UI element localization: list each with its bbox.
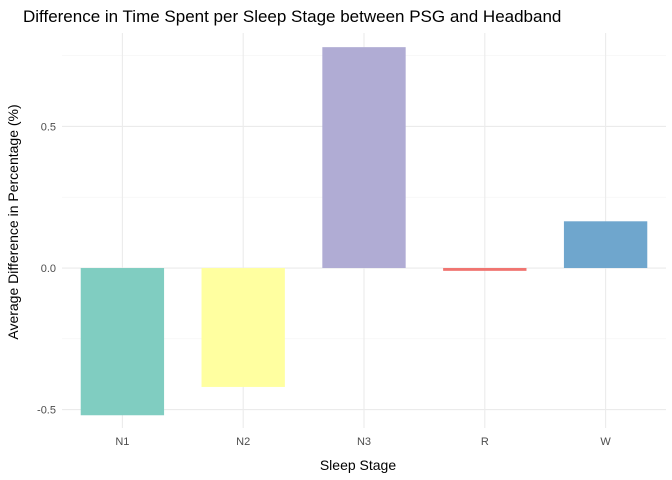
bar-n2 [201, 268, 285, 387]
y-axis-title: Average Difference in Percentage (%) [5, 104, 21, 339]
y-tick-label: 0.0 [41, 263, 56, 275]
x-tick-label: N3 [357, 436, 371, 448]
bar-r [443, 268, 527, 271]
bars [80, 47, 648, 416]
bar-w [563, 221, 648, 269]
bar-n3 [322, 47, 406, 269]
x-tick-label: N1 [115, 436, 129, 448]
x-axis-title: Sleep Stage [320, 457, 396, 473]
y-tick-label: 0.5 [41, 121, 56, 133]
y-axis-ticks: -0.5 0.0 0.5 [37, 121, 56, 416]
chart-title: Difference in Time Spent per Sleep Stage… [23, 7, 561, 26]
x-tick-label: R [481, 436, 489, 448]
y-tick-label: -0.5 [37, 405, 56, 417]
bar-n1 [80, 268, 165, 416]
x-tick-label: W [600, 436, 611, 448]
x-tick-label: N2 [236, 436, 250, 448]
x-axis-ticks: N1 N2 N3 R W [115, 436, 611, 448]
